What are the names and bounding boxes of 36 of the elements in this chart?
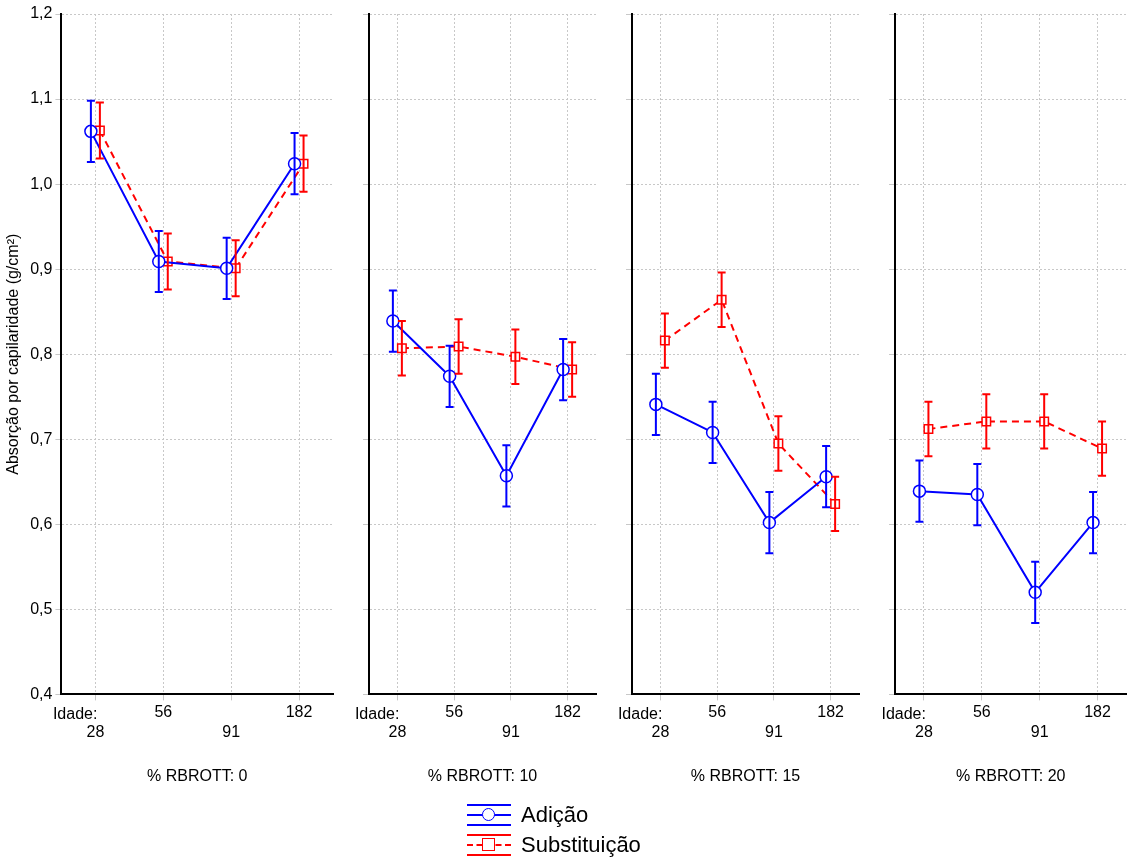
x-axis-title: % RBROTT: 15 (690, 766, 801, 784)
y-tick-label: 0,6 (30, 514, 53, 532)
x-tick-label: 28 (651, 722, 670, 740)
x-tick-label: 182 (285, 703, 313, 721)
y-tick-label: 0,8 (30, 344, 53, 362)
text: Idade: (52, 704, 98, 722)
y-tick-label: 0,4 (30, 684, 53, 702)
x-tick-label: 28 (86, 722, 105, 740)
x-tick-label: 56 (972, 703, 991, 721)
y-tick-label: 1,2 (30, 4, 53, 22)
x-tick-label: 56 (154, 703, 173, 721)
text: Idade: (617, 704, 663, 722)
x-tick-label: 28 (388, 722, 407, 740)
y-tick-label: 1,1 (30, 89, 53, 107)
x-tick-label: 182 (1084, 703, 1112, 721)
y-axis-title: Absorção por capilaridade (g/cm²) (4, 233, 22, 475)
x-tick-label: 28 (915, 722, 933, 740)
x-axis-title: % RBROTT: 10 (427, 766, 538, 784)
legend-label: Substituição (521, 832, 641, 858)
y-tick-label: 0,7 (30, 429, 53, 447)
x-tick-label: 56 (445, 703, 464, 721)
x-axis-title: % RBROTT: 20 (956, 766, 1066, 784)
x-tick-label: 91 (764, 722, 783, 740)
x-tick-label: 91 (222, 722, 241, 740)
text: Idade: (354, 704, 400, 722)
x-tick-label: 91 (501, 722, 520, 740)
y-tick-label: 1,0 (30, 174, 53, 192)
x-tick-label: 56 (708, 703, 727, 721)
y-tick-label: 0,5 (30, 599, 53, 617)
x-tick-label: 182 (817, 703, 845, 721)
y-tick-label: 0,9 (30, 259, 53, 277)
text: Idade: (881, 704, 926, 722)
x-axis-title: % RBROTT: 0 (146, 766, 248, 784)
legend-label: Adição (521, 802, 589, 828)
x-tick-label: 91 (1030, 722, 1049, 740)
x-tick-label: 182 (554, 703, 582, 721)
